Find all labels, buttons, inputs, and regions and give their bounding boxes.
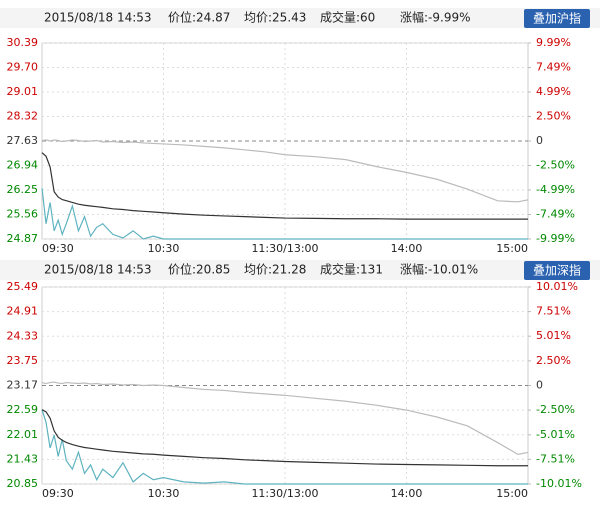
y-tick-label: 25.56 [7, 208, 39, 221]
header-item: 涨幅:-9.99% [400, 10, 471, 25]
header-item: 价位:24.87 [168, 10, 230, 25]
y2-tick-label: 0 [536, 379, 543, 392]
x-tick-label: 09:30 [42, 242, 74, 255]
overlay-button-label[interactable]: 叠加深指 [533, 263, 581, 278]
y-tick-label: 20.85 [7, 477, 39, 490]
y-tick-label: 26.94 [7, 159, 39, 172]
header-item: 成交量:60 [320, 10, 375, 25]
y2-tick-label: -10.01% [536, 477, 582, 490]
y2-tick-label: 5.01% [536, 329, 571, 342]
y2-tick-label: 4.99% [536, 85, 571, 98]
y2-tick-label: -9.99% [536, 232, 575, 245]
y2-tick-label: -5.01% [536, 428, 575, 441]
series-line [41, 139, 529, 203]
x-tick-label: 15:00 [496, 242, 528, 255]
y2-tick-label: -2.50% [536, 403, 575, 416]
x-tick-label: 09:30 [42, 487, 74, 500]
y-tick-label: 23.75 [7, 354, 39, 367]
y2-tick-label: -7.51% [536, 452, 575, 465]
header-item: 2015/08/18 14:53 [44, 11, 152, 25]
y-tick-label: 24.33 [7, 329, 39, 342]
series-line [41, 381, 529, 456]
x-tick-label: 11:30/13:00 [251, 242, 318, 255]
y-tick-label: 21.43 [7, 452, 39, 465]
x-tick-label: 14:00 [391, 487, 423, 500]
y-tick-label: 30.39 [7, 36, 39, 49]
y-tick-label: 29.70 [7, 61, 39, 74]
y-tick-label: 24.91 [7, 305, 39, 318]
x-tick-label: 15:00 [496, 487, 528, 500]
y2-tick-label: -4.99% [536, 183, 575, 196]
x-tick-label: 11:30/13:00 [251, 487, 318, 500]
series-line [41, 409, 528, 485]
header-item: 价位:20.85 [168, 262, 230, 277]
y2-tick-label: -2.50% [536, 159, 575, 172]
y-tick-label: 23.17 [7, 379, 39, 392]
y2-tick-label: 7.49% [536, 61, 571, 74]
y2-tick-label: -7.49% [536, 207, 575, 220]
x-tick-label: 14:00 [391, 242, 423, 255]
overlay-button-label[interactable]: 叠加沪指 [533, 11, 581, 26]
y-tick-label: 29.01 [7, 85, 39, 98]
header-bar [0, 8, 600, 28]
y-tick-label: 22.59 [7, 403, 39, 416]
header-bar [0, 260, 600, 280]
header-item: 均价:21.28 [244, 263, 306, 277]
overlay-button[interactable] [524, 261, 590, 280]
overlay-button[interactable] [524, 9, 590, 28]
y-tick-label: 24.87 [7, 232, 39, 245]
x-tick-label: 10:30 [148, 242, 180, 255]
y-tick-label: 28.32 [7, 110, 39, 123]
header-item: 涨幅:-10.01% [400, 262, 478, 277]
y2-tick-label: 2.50% [536, 109, 571, 122]
y-tick-label: 26.25 [7, 183, 39, 196]
series-line [41, 152, 528, 220]
y-tick-label: 27.63 [7, 134, 39, 147]
y2-tick-label: 2.50% [536, 354, 571, 367]
y2-tick-label: 7.51% [536, 305, 571, 318]
x-tick-label: 10:30 [148, 487, 180, 500]
series-line [41, 188, 528, 240]
header-item: 均价:25.43 [244, 11, 306, 25]
series-line [41, 409, 528, 467]
y2-tick-label: 10.01% [536, 280, 578, 293]
header-item: 2015/08/18 14:53 [44, 263, 152, 277]
y-tick-label: 22.01 [7, 428, 39, 441]
y2-tick-label: 9.99% [536, 36, 571, 49]
header-item: 成交量:131 [320, 262, 383, 277]
y-tick-label: 25.49 [7, 280, 39, 293]
y2-tick-label: 0 [536, 134, 543, 147]
